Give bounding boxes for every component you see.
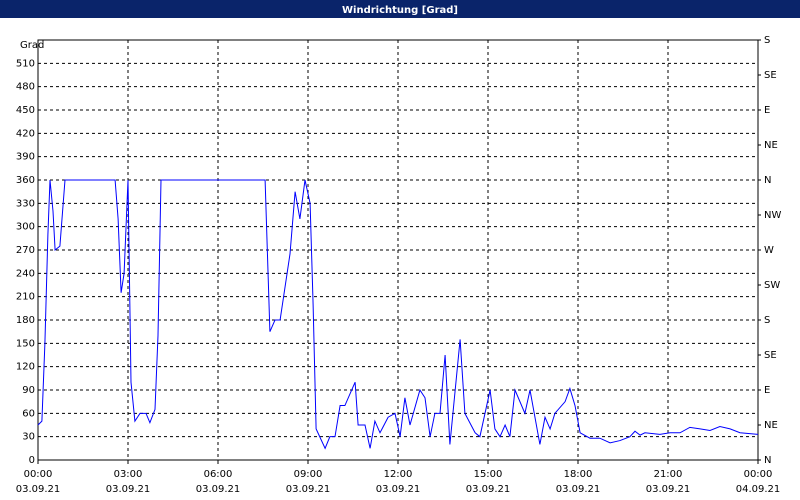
x-tick-label: 03:00 bbox=[114, 469, 143, 480]
x-tick-label: 00:00 bbox=[744, 469, 773, 480]
y2-tick-label: NW bbox=[764, 210, 781, 221]
x-tick-label: 09:00 bbox=[294, 469, 323, 480]
y-tick-label: 450 bbox=[16, 105, 35, 116]
y-tick-label: 30 bbox=[22, 432, 35, 443]
y-tick-label: 390 bbox=[16, 152, 35, 163]
y-tick-label: 510 bbox=[16, 58, 35, 69]
y-tick-label: 330 bbox=[16, 198, 35, 209]
y-tick-label: 270 bbox=[16, 245, 35, 256]
x-tick-date: 03.09.21 bbox=[376, 484, 421, 495]
y2-tick-label: SE bbox=[764, 350, 777, 361]
plot-frame bbox=[37, 39, 759, 461]
y-axis-label: Grad bbox=[20, 40, 44, 51]
y2-tick-label: NE bbox=[764, 420, 778, 431]
y2-tick-label: E bbox=[764, 385, 770, 396]
x-tick-date: 03.09.21 bbox=[286, 484, 331, 495]
y-tick-label: 0 bbox=[29, 455, 35, 466]
x-tick-date: 03.09.21 bbox=[106, 484, 151, 495]
y-tick-label: 420 bbox=[16, 128, 35, 139]
title-bar bbox=[0, 0, 800, 18]
y-tick-label: 210 bbox=[16, 292, 35, 303]
data-line bbox=[37, 179, 759, 450]
x-tick-date: 03.09.21 bbox=[466, 484, 511, 495]
y2-tick-label: N bbox=[764, 175, 771, 186]
x-tick-label: 18:00 bbox=[564, 469, 593, 480]
chart-title: Windrichtung [Grad] bbox=[342, 5, 458, 16]
y-tick-label: 360 bbox=[16, 175, 35, 186]
y-tick-label: 180 bbox=[16, 315, 35, 326]
x-tick-date: 04.09.21 bbox=[736, 484, 781, 495]
y-tick-label: 240 bbox=[16, 268, 35, 279]
y2-tick-label: S bbox=[764, 35, 770, 46]
y2-tick-label: NE bbox=[764, 140, 778, 151]
y-tick-label: 300 bbox=[16, 222, 35, 233]
y-tick-label: 90 bbox=[22, 385, 35, 396]
x-tick-label: 21:00 bbox=[654, 469, 683, 480]
x-tick-date: 03.09.21 bbox=[196, 484, 241, 495]
y-tick-label: 120 bbox=[16, 362, 35, 373]
y2-tick-label: W bbox=[764, 245, 774, 256]
y2-tick-label: S bbox=[764, 315, 770, 326]
y2-tick-label: SW bbox=[764, 280, 780, 291]
x-tick-label: 12:00 bbox=[384, 469, 413, 480]
x-tick-date: 03.09.21 bbox=[646, 484, 691, 495]
x-tick-label: 06:00 bbox=[204, 469, 233, 480]
y-tick-label: 60 bbox=[22, 408, 35, 419]
x-tick-date: 03.09.21 bbox=[556, 484, 601, 495]
x-tick-label: 15:00 bbox=[474, 469, 503, 480]
y2-tick-label: SE bbox=[764, 70, 777, 81]
y2-tick-label: E bbox=[764, 105, 770, 116]
y-tick-label: 150 bbox=[16, 338, 35, 349]
y2-tick-label: N bbox=[764, 455, 771, 466]
x-tick-label: 00:00 bbox=[24, 469, 53, 480]
y-tick-label: 480 bbox=[16, 82, 35, 93]
x-tick-date: 03.09.21 bbox=[16, 484, 61, 495]
